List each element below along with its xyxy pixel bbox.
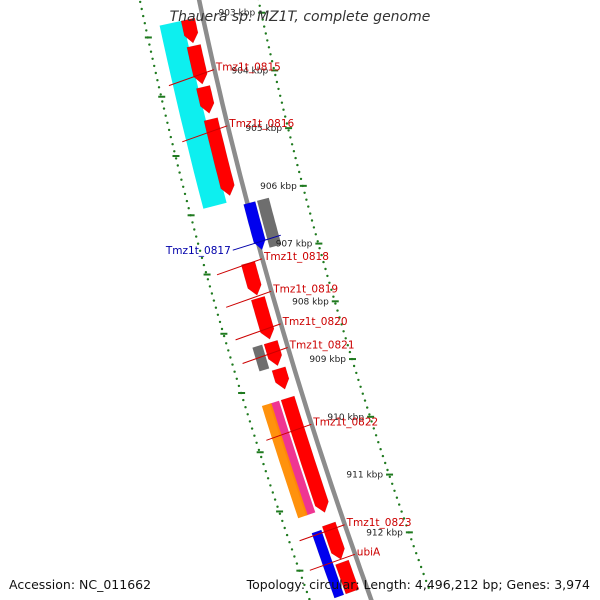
gene-label-Tmz1t_0819[interactable]: Tmz1t_0819 (226, 283, 338, 308)
gene-label-text: Tmz1t_0822 (312, 416, 378, 428)
gene-label-ubiA[interactable]: ubiA (309, 546, 381, 571)
gene-label-Tmz1t_0818[interactable]: Tmz1t_0818 (216, 251, 329, 276)
left-scale-dots (257, 0, 430, 589)
gene-label-text: Tmz1t_0815 (215, 62, 281, 74)
genome-summary: Topology: circular; Length: 4,496,212 bp… (246, 577, 590, 592)
gene-track (180, 17, 360, 599)
gene-red-3[interactable] (203, 117, 235, 196)
tick-label: 905 kbp (245, 124, 282, 134)
gene-label-text: Tmz1t_0820 (282, 316, 348, 328)
gene-red-0[interactable] (180, 17, 199, 44)
genome-backbone (196, 0, 374, 600)
gene-red-13[interactable] (335, 559, 360, 595)
tick-label: 906 kbp (260, 182, 297, 192)
gene-label-text: Tmz1t_0818 (263, 251, 329, 263)
feature-track (159, 20, 316, 519)
gene-blue-5[interactable] (243, 201, 266, 251)
gene-label-Tmz1t_0815[interactable]: Tmz1t_0815 (168, 62, 281, 87)
gene-label-text: ubiA (357, 546, 381, 558)
backbone-line (196, 0, 374, 600)
gene-label-Tmz1t_0822[interactable]: Tmz1t_0822 (266, 416, 378, 441)
gene-label-text: Tmz1t_0816 (228, 118, 294, 130)
gene-red-2[interactable] (195, 85, 215, 114)
gene-grey-9[interactable] (252, 344, 270, 372)
gene-label-Tmz1t_0816[interactable]: Tmz1t_0816 (182, 118, 295, 143)
gene-label-Tmz1t_0821[interactable]: Tmz1t_0821 (242, 340, 355, 364)
gene-red-6[interactable] (240, 260, 262, 296)
gene-red-11[interactable] (280, 395, 329, 513)
tick-label: 911 kbp (346, 471, 383, 481)
feature-magenta-band (269, 400, 316, 516)
tick-label: 908 kbp (292, 297, 329, 307)
feature-orange-band (261, 403, 308, 519)
map-title: Thauera sp. MZ1T, complete genome (169, 9, 431, 25)
gene-label-text: Tmz1t_0821 (289, 340, 355, 352)
accession-text: Accession: NC_011662 (9, 577, 152, 592)
tick-label: 904 kbp (232, 66, 269, 76)
gene-label-text: Tmz1t_0819 (272, 283, 338, 295)
gene-grey-4[interactable] (256, 197, 282, 248)
gene-labels: Tmz1t_0815 Tmz1t_0816 Tmz1t_0817 Tmz1t_0818… (165, 62, 412, 571)
gene-label-Tmz1t_0820[interactable]: Tmz1t_0820 (235, 316, 348, 341)
tick-label: 909 kbp (309, 355, 346, 365)
gene-red-12[interactable] (321, 521, 345, 560)
tick-label: 903 kbp (219, 9, 256, 19)
feature-cyan-band (159, 20, 227, 209)
gene-red-10[interactable] (271, 366, 290, 390)
gene-label-text: Tmz1t_0823 (346, 517, 412, 529)
gene-label-Tmz1t_0817[interactable]: Tmz1t_0817 (165, 234, 281, 257)
scale-ticks: 903 kbp 904 kbp 905 kbp 906 kbp 907 kbp 908 k… (139, 0, 430, 600)
gene-label-Tmz1t_0823[interactable]: Tmz1t_0823 (299, 517, 412, 542)
tick-label: 912 kbp (366, 528, 403, 538)
tick-label: 910 kbp (327, 413, 364, 423)
tick-label: 907 kbp (276, 240, 313, 250)
gene-label-text: Tmz1t_0817 (165, 245, 231, 257)
